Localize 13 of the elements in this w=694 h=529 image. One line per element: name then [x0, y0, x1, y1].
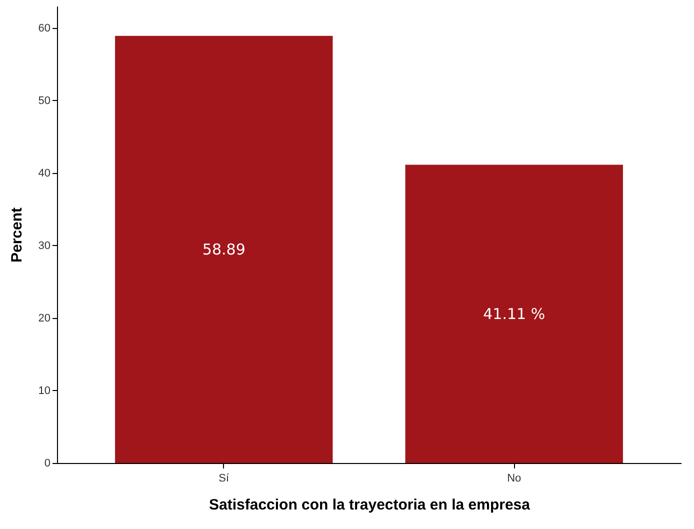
x-tick-label: No — [507, 472, 522, 484]
x-tick-label: Sí — [218, 472, 230, 484]
data-label: 41.11 % — [483, 304, 546, 323]
y-tick-label: 60 — [38, 22, 50, 34]
y-tick-label: 50 — [38, 94, 50, 107]
y-tick-label: 10 — [38, 384, 50, 397]
y-axis-title: Percent — [8, 207, 26, 263]
y-tick-label: 20 — [38, 312, 50, 324]
y-tick-label: 0 — [44, 458, 50, 470]
x-axis-title: Satisfaccion con la trayectoria en la empresa — [209, 496, 531, 514]
y-tick-label: 30 — [38, 240, 50, 252]
data-label: 58.89 — [202, 240, 246, 258]
y-tick-label: 40 — [38, 167, 50, 180]
